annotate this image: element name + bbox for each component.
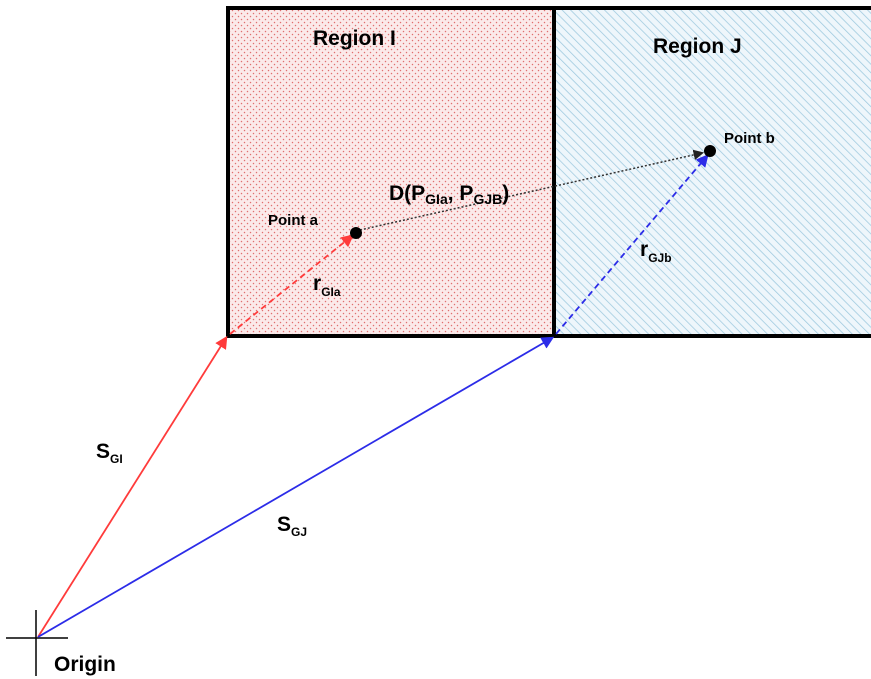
distance-label: D(PGIa, PGJB) — [389, 182, 509, 207]
distance-arrow — [359, 149, 705, 231]
point-a-label: Point a — [268, 212, 319, 229]
r-gjb-label: rGJb — [640, 238, 672, 265]
region-i-border — [226, 6, 556, 338]
s-gi-label: SGI — [96, 440, 123, 466]
s-gj-label: SGJ — [277, 513, 307, 539]
distance-mid: , P — [448, 182, 474, 205]
point-b-dot — [704, 145, 716, 157]
s-gj-main: S — [277, 513, 291, 536]
s-gi-main: S — [96, 440, 110, 463]
point-b-label: Point b — [724, 130, 775, 147]
region-i-title: Region I — [313, 27, 396, 50]
distance-sub2: GJB — [473, 191, 502, 207]
region-j-title: Region J — [653, 35, 742, 58]
s-gi-sub: GI — [110, 452, 123, 466]
r-gjb-arrow — [555, 154, 709, 335]
origin-crosshair — [6, 610, 68, 676]
region-j-border — [554, 6, 871, 338]
region-j — [554, 8, 871, 336]
s-gi-arrow — [37, 335, 228, 638]
r-gia-arrow — [229, 234, 354, 335]
point-a-dot — [350, 227, 362, 239]
r-gjb-main: r — [640, 238, 648, 261]
s-gj-sub: GJ — [291, 525, 307, 539]
r-gia-label: rGIa — [313, 272, 341, 299]
region-i — [228, 8, 554, 336]
origin-label: Origin — [54, 653, 116, 676]
distance-suffix: ) — [502, 182, 509, 205]
r-gjb-sub: GJb — [648, 251, 671, 265]
distance-prefix: D(P — [389, 182, 425, 205]
s-gj-arrow — [37, 336, 555, 638]
r-gia-main: r — [313, 272, 321, 295]
r-gia-sub: GIa — [321, 285, 341, 299]
distance-sub1: GIa — [425, 191, 448, 207]
